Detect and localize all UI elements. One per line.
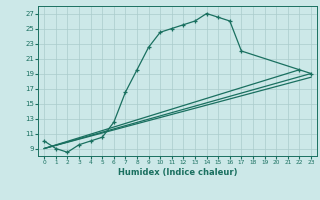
X-axis label: Humidex (Indice chaleur): Humidex (Indice chaleur) [118, 168, 237, 177]
